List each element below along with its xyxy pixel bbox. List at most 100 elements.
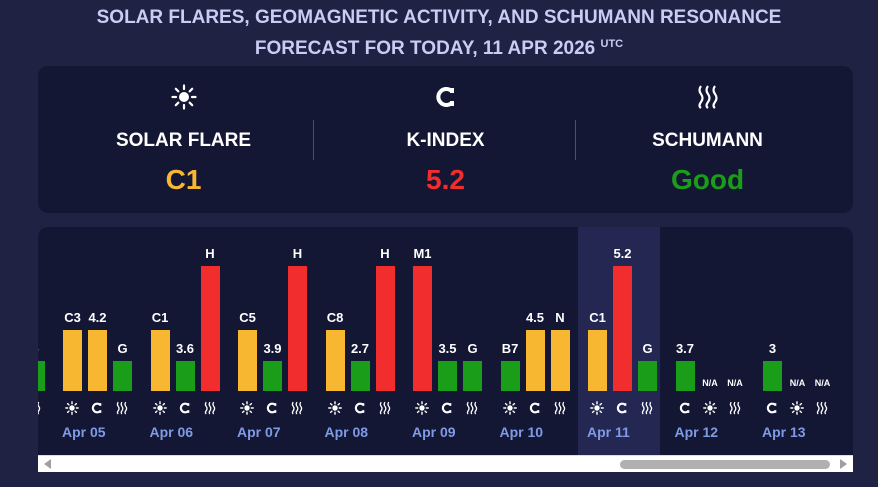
sun-icon <box>238 400 256 416</box>
day-label: Apr 09 <box>412 424 456 440</box>
bar-k[interactable] <box>525 330 545 391</box>
bar-label: 4.5 <box>525 310 545 325</box>
bar-k[interactable] <box>763 361 782 391</box>
day-label: Apr 07 <box>237 424 281 440</box>
summary-solar-flare: SOLAR FLARE C1 <box>48 66 319 213</box>
bar-label: 3.7 <box>675 341 695 356</box>
bar-flare[interactable] <box>63 330 82 391</box>
magnet-icon <box>763 400 781 416</box>
page-title: SOLAR FLARES, GEOMAGNETIC ACTIVITY, AND … <box>0 5 878 62</box>
divider <box>313 120 314 160</box>
summary-value: Good <box>670 164 745 195</box>
waves-icon <box>813 400 831 416</box>
summary-k-index: K-INDEX 5.2 <box>310 66 581 213</box>
bar-label: G <box>642 341 653 356</box>
bar-k[interactable] <box>438 361 457 391</box>
bar-label: C1 <box>589 310 606 325</box>
summary-panel: SOLAR FLARE C1 K-INDEX 5.2 SCHUMANN Good <box>38 66 853 213</box>
scroll-thumb[interactable] <box>620 460 830 469</box>
waves-icon <box>376 400 394 416</box>
sun-icon <box>48 84 319 110</box>
bar-schumann[interactable] <box>200 266 220 391</box>
summary-label: K-INDEX <box>406 130 485 151</box>
bar-label: N/A <box>702 378 718 388</box>
magnet-icon <box>351 400 369 416</box>
bar-label: C3 <box>64 310 81 325</box>
day-label: Apr 11 <box>587 424 630 440</box>
bar-label: 3 <box>768 341 777 356</box>
day-label: Apr 08 <box>324 424 369 440</box>
bar-flare[interactable] <box>150 330 170 391</box>
waves-icon <box>288 400 306 416</box>
title-line-1: SOLAR FLARES, GEOMAGNETIC ACTIVITY, AND … <box>96 7 782 28</box>
magnet-icon <box>176 400 194 416</box>
summary-label: SOLAR FLARE <box>115 130 252 151</box>
bar-schumann[interactable] <box>113 361 132 391</box>
bar-flare[interactable] <box>238 330 257 391</box>
bar-label: N/A <box>727 378 743 388</box>
bar-label: C5 <box>239 310 256 325</box>
bar-schumann[interactable] <box>550 330 570 391</box>
utc-label: UTC <box>600 38 624 50</box>
waves-icon <box>201 400 219 416</box>
day-label: Apr 12 <box>674 424 719 440</box>
bar-flare[interactable] <box>413 266 432 391</box>
bar-flare[interactable] <box>325 330 345 391</box>
magnet-icon <box>676 400 694 416</box>
bar-label: N <box>555 310 565 325</box>
waves-icon <box>638 400 656 416</box>
sun-icon <box>326 400 344 416</box>
bar-schumann[interactable] <box>288 266 307 391</box>
bar-label: H <box>205 246 215 261</box>
bar-k[interactable] <box>88 330 107 391</box>
waves-icon <box>463 400 481 416</box>
waves-icon <box>113 400 131 416</box>
bar-label: 3.5 <box>438 341 457 356</box>
bar-label: N/A <box>814 378 831 388</box>
day-label: Apr 05 <box>62 424 106 440</box>
sun-icon <box>701 400 719 416</box>
bar-label: 3.6 <box>175 341 195 356</box>
waves-icon <box>38 400 44 416</box>
waves-icon <box>572 84 843 110</box>
magnet-icon <box>526 400 544 416</box>
sun-icon <box>413 400 431 416</box>
bar-k[interactable] <box>675 361 695 391</box>
bar-k[interactable] <box>613 266 632 391</box>
bar-k[interactable] <box>350 361 370 391</box>
divider <box>575 120 576 160</box>
forecast-chart[interactable]: 5 C3 4.2 G Apr 05 C1 3.6 H Apr 06 C5 3.9 H Apr 07 C8 2… <box>38 227 853 455</box>
sun-icon <box>151 400 169 416</box>
title-line-2: FORECAST FOR TODAY, 11 APR 2026 UTC <box>0 31 878 62</box>
bar-label: H <box>380 246 390 261</box>
day-label: Apr 06 <box>149 424 194 440</box>
bar-label: 4.2 <box>88 310 107 325</box>
bar-label: C8 <box>326 310 344 325</box>
bar-k[interactable] <box>175 361 195 391</box>
bar-schumann[interactable] <box>638 361 657 391</box>
bar-schumann[interactable] <box>38 361 45 391</box>
waves-icon <box>551 400 569 416</box>
bar-label: C1 <box>151 310 169 325</box>
bar-schumann[interactable] <box>375 266 395 391</box>
bar-label: 2.7 <box>350 341 370 356</box>
bar-schumann[interactable] <box>463 361 482 391</box>
magnet-icon <box>310 84 581 110</box>
bar-label: G <box>467 341 478 356</box>
scroll-right-icon[interactable] <box>840 459 847 469</box>
summary-label: SCHUMANN <box>652 130 763 151</box>
day-label: Apr 10 <box>499 424 544 440</box>
magnet-icon <box>438 400 456 416</box>
bar-label: 5 <box>38 341 42 356</box>
bar-flare[interactable] <box>588 330 607 391</box>
bar-k[interactable] <box>263 361 282 391</box>
waves-icon <box>726 400 744 416</box>
bar-label: 3.9 <box>263 341 282 356</box>
summary-value: 5.2 <box>426 164 465 195</box>
summary-schumann: SCHUMANN Good <box>572 66 843 213</box>
bar-flare[interactable] <box>500 361 520 391</box>
sun-icon <box>63 400 81 416</box>
scroll-left-icon[interactable] <box>44 459 51 469</box>
horizontal-scrollbar[interactable] <box>38 455 853 472</box>
sun-icon <box>501 400 519 416</box>
